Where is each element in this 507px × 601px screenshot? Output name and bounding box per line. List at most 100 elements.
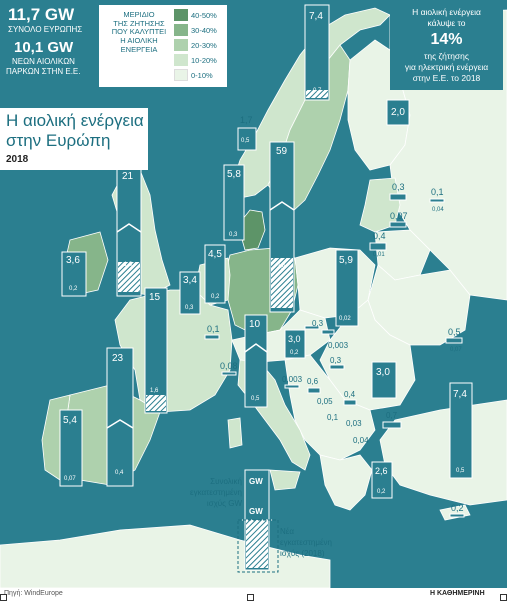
legend: ΜΕΡΙΔΙΟ ΤΗΣ ΖΗΤΗΣΗΣ ΠΟΥ ΚΑΛΥΠΤΕΙ Η ΑΙΟΛΙ… [98,4,228,88]
label-austria-total: 3,0 [288,334,301,344]
key-new-3: ισχύς (2018) [280,549,325,558]
label-italy-total: 10 [249,319,261,330]
bar-czechia [321,329,335,335]
bar-ireland [61,251,87,297]
bar-portugal [59,409,83,487]
resize-handle[interactable] [247,594,254,601]
page-title: Η αιολική ενέργεια [6,111,144,130]
bar-latvia [389,221,407,228]
bar-cyprus [449,513,465,518]
country-balkans [284,354,376,461]
label-bulgaria-total: 0,7 [386,411,398,420]
label-cyprus-total: 0,2 [451,503,464,513]
label-netherlands-total: 4,5 [208,249,222,260]
label-netherlands-new: 0,2 [211,294,220,300]
label-portugal-new: 0,07 [64,476,76,482]
label-ireland-total: 3,6 [66,255,80,266]
legend-label: 40-50% [191,11,217,20]
share-line3: της ζήτησης [423,51,470,61]
label-finland-total: 2,0 [391,107,405,118]
legend-swatch-0-10 [174,69,188,81]
label-sweden-new: 0,7 [313,88,322,94]
bar-italy [244,314,268,408]
label-latvia-total: 0,07 [390,211,408,221]
europe-map [0,0,507,588]
legend-title-line: ΕΝΕΡΓΕΙΑ [120,44,158,54]
label-luxembourg-total: 0,1 [207,324,220,334]
total-label: ΣΥΝΟΛΟ ΕΥΡΩΠΗΣ [8,25,83,34]
label-norway-total: 1,7 [240,115,253,125]
label-albania-total: 0,04 [353,436,369,445]
bar-france [144,287,168,414]
legend-label: 0-10% [191,71,213,80]
label-slovenia-total: 0,003 [282,375,303,384]
bar-switzerland [221,371,237,376]
label-romania-total: 3,0 [376,367,390,378]
country-sicily [269,469,301,491]
legend-swatch-20-30 [174,39,188,51]
bar-hungary [329,364,345,370]
label-austria-new: 0,2 [290,350,299,356]
bar-belgium [179,271,201,315]
source-text: Πηγή: WindEurope [4,590,63,597]
label-norway-new: 0,5 [241,138,250,144]
bar-greece [371,461,393,499]
share-percent: 14% [430,31,463,48]
page-title-line2: στην Ευρώπη [6,131,111,150]
label-turkey-new: 0,5 [456,468,465,474]
label-ireland-new: 0,2 [69,286,78,292]
label-lithuania-total: 0,4 [373,231,386,241]
resize-handle[interactable] [0,594,7,601]
label-poland-total: 5,9 [339,255,353,266]
bar-bulgaria [382,421,402,429]
label-greece-new: 0,2 [377,489,386,495]
label-denmark-total: 5,8 [227,169,241,180]
bar-finland [386,99,410,126]
bar-croatia [307,387,321,394]
bar-denmark [223,164,245,241]
share-line2: κάλυψε το [427,18,466,28]
legend-label: 30-40% [191,26,217,35]
label-czechia-total: 0,3 [312,319,324,328]
key-gw-2: GW [249,507,263,516]
label-portugal-total: 5,4 [63,415,77,426]
legend-title: ΜΕΡΙΔΙΟ ΤΗΣ ΖΗΤΗΣΗΣ ΠΟΥ ΚΑΛΥΠΤΕΙ Η ΑΙΟΛΙ… [105,10,173,54]
label-belgium-total: 3,4 [183,275,197,286]
label-russia-total: 0,1 [431,187,444,197]
label-germany-total: 59 [276,146,288,157]
new-label-1: ΝΕΩΝ ΑΙΟΛΙΚΩΝ [12,57,75,66]
legend-title-line: ΜΕΡΙΔΙΟ [123,10,155,19]
legend-title-line: Η ΑΙΟΛΙΚΗ [120,35,158,45]
legend-label: 10-20% [191,56,217,65]
total-gw: 11,7 GW [8,5,75,24]
key-gw-1: GW [249,477,263,486]
key-new-2: εγκατεστημένη [280,538,332,547]
bar-slovakia [304,325,320,330]
label-greece-total: 2,6 [375,466,388,476]
label-italy-new: 0,5 [251,396,260,402]
label-croatia-total: 0,6 [307,377,319,386]
label-germany-new: 3,4 [277,264,286,270]
footer: Πηγή: WindEurope Η ΚΑΘΗΜΕΡΙΝΗ [0,588,507,601]
share-line1: Η αιολική ενέργεια [412,7,481,17]
legend-label: 20-30% [191,41,217,50]
share-box: Η αιολική ενέργεια κάλυψε το 14% της ζήτ… [390,2,503,90]
country-sardinia [227,417,243,449]
legend-title-line: ΤΗΣ ΖΗΤΗΣΗΣ [113,18,165,28]
resize-handle[interactable] [500,594,507,601]
bar-germany [269,141,295,313]
label-france-total: 15 [149,292,161,303]
share-line4: για ηλεκτρική ενέργεια [404,62,489,72]
title-box: Η αιολική ενέργεια στην Ευρώπη 2018 [0,108,148,170]
brand-text: Η ΚΑΘΗΜΕΡΙΝΗ [430,590,485,597]
label-uk-total: 21 [122,171,134,182]
label-spain-total: 23 [112,353,124,364]
country-denmark [237,209,266,251]
label-denmark-new: 0,3 [229,232,238,238]
key-installed-1: Συνολική [210,477,242,486]
bar-uk [116,167,142,297]
stats-box: 11,7 GW ΣΥΝΟΛΟ ΕΥΡΩΠΗΣ 10,1 GW ΝΕΩΝ ΑΙΟΛ… [0,0,92,96]
label-belgium-new: 0,3 [185,305,194,311]
bar-turkey [449,382,473,479]
